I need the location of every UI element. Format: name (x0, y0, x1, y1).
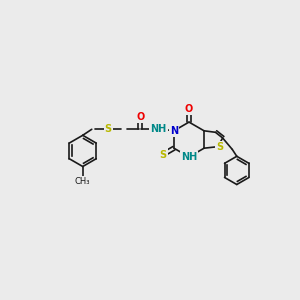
Text: CH₃: CH₃ (75, 177, 91, 186)
Text: O: O (136, 112, 145, 122)
Text: N: N (170, 126, 178, 136)
Text: S: S (216, 142, 223, 152)
Text: NH: NH (150, 124, 167, 134)
Text: S: S (105, 124, 112, 134)
Text: NH: NH (181, 152, 197, 162)
Text: S: S (160, 149, 167, 160)
Text: O: O (185, 104, 193, 114)
